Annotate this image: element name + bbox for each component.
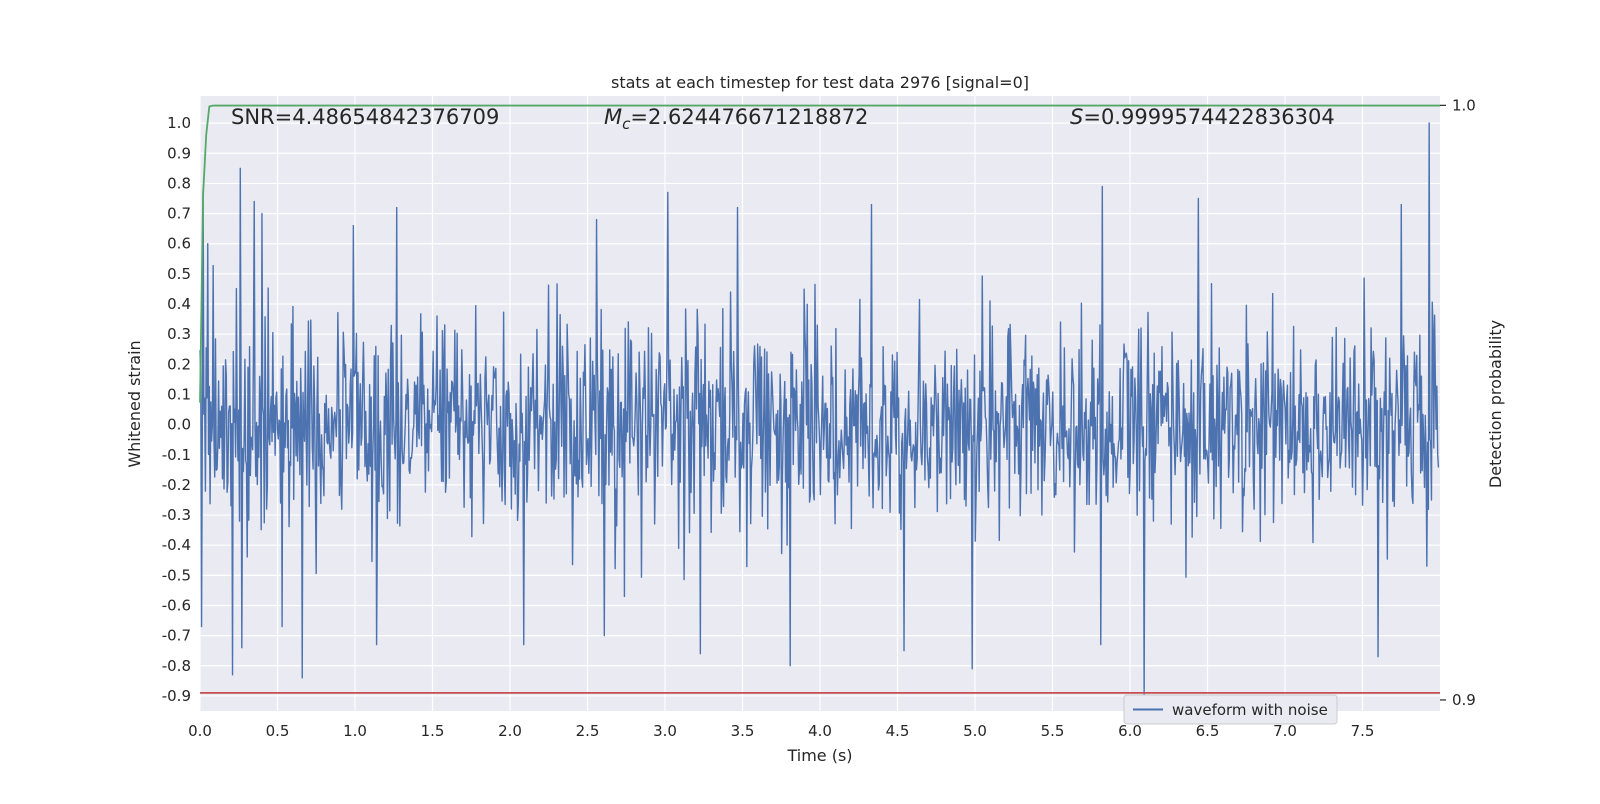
chart-title: stats at each timestep for test data 297… [611, 73, 1029, 92]
y-tick-label: -0.5 [162, 566, 191, 584]
series-line-0 [199, 122, 1440, 697]
x-tick-label: 7.5 [1351, 722, 1375, 740]
mc-symbol: M [604, 105, 622, 129]
y-tick-label: 1.0 [167, 114, 191, 132]
y-tick-label: 0.8 [167, 174, 191, 192]
y-tick-label: -0.2 [162, 476, 191, 494]
y-tick-label: -0.1 [162, 446, 191, 464]
x-tick-label: 6.0 [1118, 722, 1142, 740]
x-tick-label: 2.0 [498, 722, 522, 740]
x-tick-label: 5.0 [963, 722, 987, 740]
y-tick-label: 0.6 [167, 235, 191, 253]
s-value: =0.9999574422836304 [1083, 105, 1334, 129]
x-tick-label: 0.5 [266, 722, 290, 740]
legend-box [1123, 694, 1338, 725]
x-tick-label: 1.5 [421, 722, 445, 740]
mc-annotation: Mc=2.624476671218872 [604, 105, 868, 133]
y2-axis-label: Detection probability [1486, 320, 1505, 488]
snr-annotation: SNR=4.48654842376709 [231, 105, 499, 129]
y-tick-label: 0.0 [167, 416, 191, 434]
x-tick-label: 4.0 [808, 722, 832, 740]
x-axis-label: Time (s) [786, 746, 852, 765]
y-tick-label: -0.4 [162, 536, 191, 554]
y-tick-label: 0.4 [167, 295, 191, 313]
x-tick-label: 6.5 [1196, 722, 1220, 740]
series-layer [199, 104, 1440, 697]
y-tick-label: 0.3 [167, 325, 191, 343]
y-tick-label: 0.7 [167, 205, 191, 223]
y-tick-label: 0.5 [167, 265, 191, 283]
mc-value: =2.624476671218872 [630, 105, 868, 129]
y-tick-label: 0.9 [167, 144, 191, 162]
mc-subscript: c [622, 115, 631, 133]
s-annotation: S=0.9999574422836304 [1070, 105, 1335, 129]
y2-tick-label: 1.0 [1452, 96, 1476, 114]
legend: waveform with noise [1123, 694, 1338, 725]
legend-label: waveform with noise [1172, 701, 1328, 719]
y-tick-label: -0.9 [162, 687, 191, 705]
x-tick-label: 3.5 [731, 722, 755, 740]
y-tick-label: -0.8 [162, 657, 191, 675]
y-tick-label: 0.2 [167, 355, 191, 373]
x-tick-label: 4.5 [886, 722, 910, 740]
x-tick-label: 5.5 [1041, 722, 1065, 740]
y2-tick-label: 0.9 [1452, 691, 1476, 709]
y-tick-label: -0.7 [162, 627, 191, 645]
s-symbol: S [1070, 105, 1083, 129]
x-tick-label: 2.5 [576, 722, 600, 740]
axis-layer: 0.0 0.5 1.0 1.5 2.0 2.5 3.0 3.5 4.0 4.5 5.0 5.5 6.0 6… [162, 96, 1476, 740]
y-tick-label: -0.3 [162, 506, 191, 524]
x-tick-label: 0.0 [188, 722, 212, 740]
y-tick-label: -0.6 [162, 596, 191, 614]
x-tick-label: 1.0 [343, 722, 367, 740]
x-tick-label: 7.0 [1273, 722, 1297, 740]
y-axis-label: Whitened strain [125, 340, 144, 467]
series-line-1 [199, 104, 1440, 403]
y-tick-label: 0.1 [167, 385, 191, 403]
x-tick-label: 3.0 [653, 722, 677, 740]
